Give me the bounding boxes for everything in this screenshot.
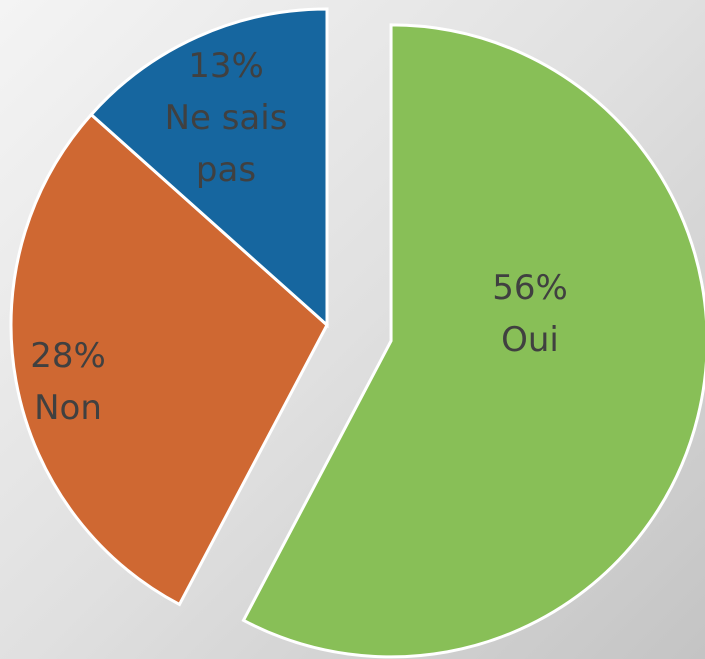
value-label: 56% bbox=[492, 268, 568, 308]
slice-label: 28% Non bbox=[0, 330, 153, 434]
category-label: Oui bbox=[501, 320, 559, 360]
pie-slice bbox=[9, 112, 329, 607]
pie-slice bbox=[89, 7, 329, 329]
pie-slice bbox=[241, 23, 705, 659]
slice-label: 13% Ne sais pas bbox=[141, 40, 311, 196]
value-label: 28% bbox=[30, 336, 106, 376]
slice-label: 56% Oui bbox=[445, 262, 615, 366]
value-label: 13% bbox=[188, 46, 264, 86]
category-label: Ne sais pas bbox=[164, 98, 288, 190]
category-label: Non bbox=[34, 388, 102, 428]
